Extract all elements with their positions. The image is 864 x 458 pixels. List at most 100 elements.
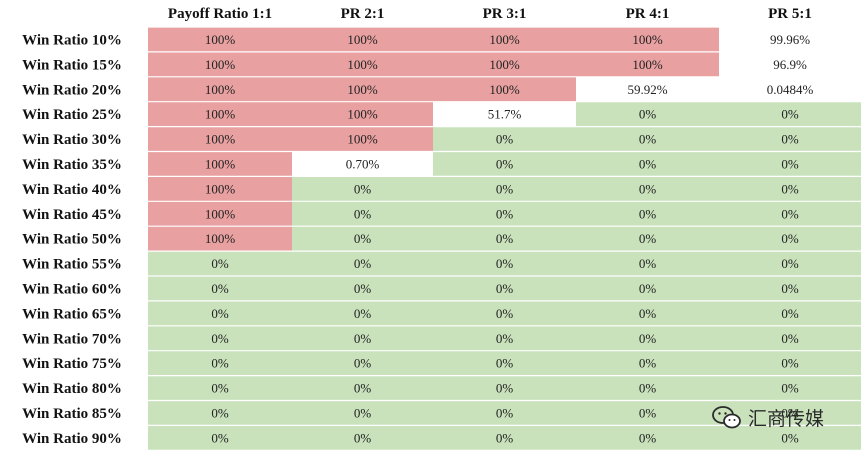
cell-value: 100%: [489, 32, 520, 47]
table-cell: [433, 375, 576, 401]
cell-value: 0%: [496, 231, 514, 246]
cell-value: 100%: [347, 107, 378, 122]
row-header: Win Ratio 45%: [22, 207, 122, 223]
cell-value: 0%: [211, 331, 229, 346]
table-cell: [576, 300, 719, 326]
table-cell: [576, 126, 719, 152]
cell-value: 0%: [354, 356, 372, 371]
cell-value: 0%: [781, 132, 799, 147]
cell-value: 0%: [211, 381, 229, 396]
table-cell: [719, 300, 861, 326]
cell-value: 0%: [639, 381, 657, 396]
cell-value: 100%: [205, 206, 236, 221]
cell-value: 100%: [347, 82, 378, 97]
table-cell: [148, 51, 292, 77]
table-cell: [433, 27, 576, 52]
table-cell: [576, 201, 719, 227]
table-cell: [292, 251, 433, 276]
table-cell: [148, 76, 292, 102]
cell-value: 0%: [354, 331, 372, 346]
table-cell: [148, 126, 292, 152]
table-cell: [433, 76, 576, 102]
table-cell: [292, 400, 433, 426]
table-cell: [719, 126, 861, 152]
table-cell: [292, 126, 433, 152]
table-cell: [292, 76, 433, 102]
table-cell: [433, 51, 576, 77]
cell-value: 100%: [205, 156, 236, 171]
table-cell: [148, 176, 292, 202]
cell-value: 0%: [354, 281, 372, 296]
cell-value: 0%: [496, 331, 514, 346]
table-cell: [719, 76, 861, 102]
table-cell: [148, 300, 292, 326]
cell-value: 0%: [639, 405, 657, 420]
table-cell: [576, 425, 719, 451]
table-cell: [292, 201, 433, 227]
cell-value: 0%: [639, 231, 657, 246]
cell-value: 100%: [347, 57, 378, 72]
table-cell: [292, 300, 433, 326]
table-cell: [719, 276, 861, 301]
row-header: Win Ratio 70%: [22, 331, 122, 347]
row-header: Win Ratio 15%: [22, 57, 122, 73]
row-header: Win Ratio 30%: [22, 132, 122, 148]
table-cell: [148, 27, 292, 52]
cell-value: 0%: [496, 430, 514, 445]
cell-value: 100%: [205, 132, 236, 147]
table-cell: [719, 151, 861, 177]
table-cell: [148, 151, 292, 177]
cell-value: 0%: [211, 306, 229, 321]
cell-value: 100%: [205, 231, 236, 246]
table-cell: [576, 400, 719, 426]
watermark: 汇商传媒: [712, 404, 824, 431]
wechat-icon: [712, 405, 741, 428]
cell-value: 0%: [496, 156, 514, 171]
row-header: Win Ratio 75%: [22, 356, 122, 372]
cell-value: 0%: [496, 281, 514, 296]
table-cell: [433, 126, 576, 152]
cell-value: 0%: [639, 430, 657, 445]
table-cell: [719, 325, 861, 351]
table-cell: [719, 201, 861, 227]
table-cell: [433, 176, 576, 202]
table-cell: [148, 276, 292, 301]
table-cell: [148, 251, 292, 276]
cell-value: 0%: [781, 331, 799, 346]
table-cell: [719, 425, 861, 451]
cell-value: 100%: [632, 57, 663, 72]
table-cell: [292, 226, 433, 252]
cell-value: 0%: [496, 132, 514, 147]
row-header: Win Ratio 25%: [22, 107, 122, 123]
table-cell: [576, 101, 719, 127]
column-header: Payoff Ratio 1:1: [168, 6, 272, 22]
cell-value: 0%: [496, 381, 514, 396]
table-cell: [719, 176, 861, 202]
row-header: Win Ratio 35%: [22, 157, 122, 173]
cell-value: 0%: [781, 405, 799, 420]
cell-value: 0%: [781, 381, 799, 396]
cell-value: 0%: [781, 256, 799, 271]
cell-value: 59.92%: [627, 82, 667, 97]
cell-value: 0%: [211, 356, 229, 371]
cell-value: 96.9%: [773, 57, 807, 72]
table-cell: [433, 151, 576, 177]
cell-value: 0%: [639, 281, 657, 296]
table-cell: [148, 400, 292, 426]
table-cell: [576, 251, 719, 276]
table-cell: [292, 425, 433, 451]
row-header: Win Ratio 50%: [22, 232, 122, 248]
cell-value: 0%: [639, 331, 657, 346]
cell-value: 0.70%: [346, 156, 380, 171]
table-cell: [292, 51, 433, 77]
table-cell: [433, 226, 576, 252]
cell-value: 0%: [639, 107, 657, 122]
column-header: PR 5:1: [768, 6, 812, 22]
table-cell: [719, 101, 861, 127]
table-cell: [433, 300, 576, 326]
cell-value: 0%: [211, 256, 229, 271]
table-cell: [719, 27, 861, 52]
table-cell: [433, 101, 576, 127]
cell-value: 0%: [354, 181, 372, 196]
table-cell: [148, 325, 292, 351]
